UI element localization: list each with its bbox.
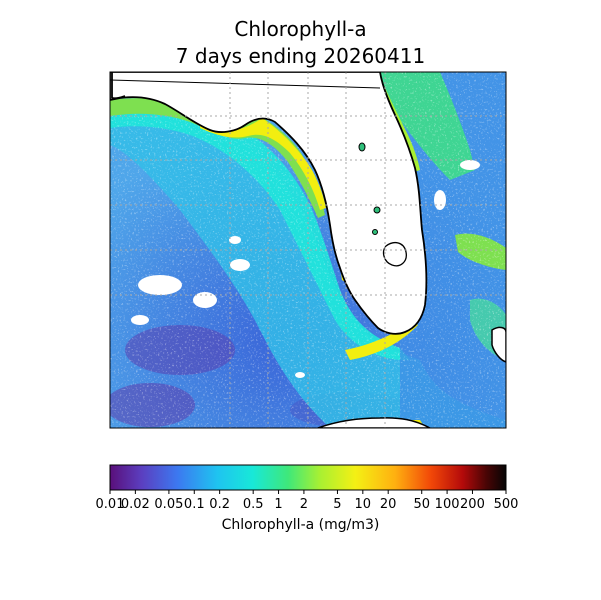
colorbar-ticks <box>109 490 507 494</box>
lake-okeechobee <box>382 241 407 267</box>
state-border <box>110 79 381 89</box>
colorbar-tick-label: 20 <box>379 497 397 512</box>
cloud-mask <box>131 160 480 378</box>
colorbar-tick-label: 0.05 <box>154 497 184 512</box>
land-keys <box>317 417 431 428</box>
colorbar-label: Chlorophyll-a (mg/m3) <box>221 517 380 533</box>
colorbar-tick-label: 10 <box>354 497 372 512</box>
colorbar-tick-label: 50 <box>413 497 430 512</box>
colorbar-tick-label: 1 <box>274 497 283 512</box>
inland-lake <box>373 206 381 214</box>
colorbar-tick-label: 0.5 <box>242 497 264 512</box>
colorbar-tick-label: 0.2 <box>209 497 230 512</box>
land-bahamas <box>491 326 506 363</box>
map-frame <box>109 71 507 429</box>
inland-lake <box>372 229 378 235</box>
colorbar-tick-label: 500 <box>493 497 519 512</box>
colorbar-tick-label: 2 <box>299 497 309 512</box>
colorbar-tick-label: 0.1 <box>183 497 205 512</box>
nearshore-yellow-band <box>200 118 326 210</box>
colorbar <box>109 464 507 491</box>
inland-lake <box>358 142 366 152</box>
map-gridlines <box>110 72 506 428</box>
land-florida <box>110 72 428 335</box>
colorbar-tick-label: 100 <box>434 497 460 512</box>
colorbar-tick-label: 0.01 <box>95 497 125 512</box>
map-panel <box>110 72 506 428</box>
colorbar-tick-label: 5 <box>333 497 342 512</box>
colorbar-tick-label: 0.02 <box>120 497 150 512</box>
chart-title: Chlorophyll-a <box>234 17 367 41</box>
chart-subtitle: 7 days ending 20260411 <box>175 44 426 68</box>
colorbar-tick-label: 200 <box>460 497 485 512</box>
